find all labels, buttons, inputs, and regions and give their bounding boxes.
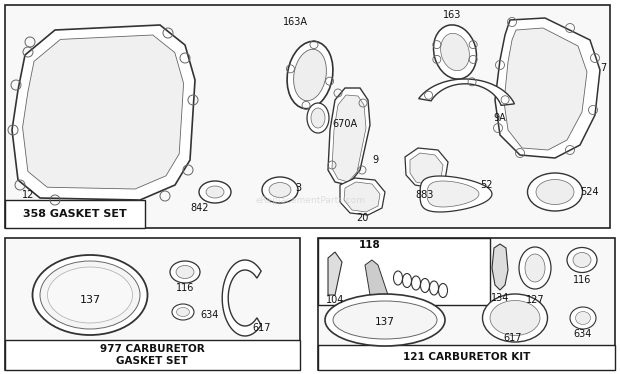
Text: 842: 842	[191, 203, 210, 213]
Bar	[5, 238, 300, 370]
Text: 104: 104	[326, 295, 344, 305]
Text: 9A: 9A	[493, 113, 506, 123]
Text: 20: 20	[356, 213, 368, 223]
Ellipse shape	[570, 307, 596, 329]
Ellipse shape	[269, 183, 291, 197]
Polygon shape	[344, 182, 380, 212]
Polygon shape	[365, 260, 388, 300]
Polygon shape	[340, 178, 385, 215]
Polygon shape	[328, 88, 370, 185]
Text: 121 CARBURETOR KIT: 121 CARBURETOR KIT	[404, 352, 531, 362]
Polygon shape	[492, 244, 508, 290]
Ellipse shape	[536, 180, 574, 205]
Ellipse shape	[307, 103, 329, 133]
Ellipse shape	[528, 173, 583, 211]
Ellipse shape	[333, 301, 437, 339]
Text: 163: 163	[443, 10, 461, 20]
Ellipse shape	[262, 177, 298, 203]
Text: 358 GASKET SET: 358 GASKET SET	[23, 209, 127, 219]
Ellipse shape	[567, 248, 597, 273]
Polygon shape	[418, 79, 515, 105]
Polygon shape	[22, 35, 184, 189]
Ellipse shape	[575, 312, 590, 325]
Text: 163A: 163A	[283, 17, 308, 27]
Text: 977 CARBURETOR
GASKET SET: 977 CARBURETOR GASKET SET	[100, 344, 205, 366]
Bar	[318, 238, 490, 305]
Text: 670A: 670A	[332, 119, 357, 129]
Text: 617: 617	[253, 323, 272, 333]
Bar	[5, 5, 610, 228]
Text: 134: 134	[491, 293, 509, 303]
Ellipse shape	[573, 252, 591, 267]
Ellipse shape	[311, 108, 325, 128]
Ellipse shape	[40, 261, 140, 329]
Text: 3: 3	[295, 183, 301, 193]
Ellipse shape	[294, 49, 326, 101]
Bar	[5, 200, 145, 228]
Text: 524: 524	[580, 187, 599, 197]
Text: 12: 12	[22, 190, 34, 200]
Ellipse shape	[170, 261, 200, 283]
Ellipse shape	[433, 25, 477, 79]
Ellipse shape	[441, 33, 469, 71]
Text: 634: 634	[574, 329, 592, 339]
Text: 116: 116	[573, 275, 591, 285]
Polygon shape	[222, 260, 261, 336]
Ellipse shape	[199, 181, 231, 203]
Text: 7: 7	[600, 63, 606, 73]
Text: 137: 137	[79, 295, 100, 305]
Ellipse shape	[176, 266, 194, 279]
Text: 617: 617	[503, 333, 522, 343]
Polygon shape	[427, 181, 479, 207]
Text: 9: 9	[372, 155, 378, 165]
Ellipse shape	[206, 186, 224, 198]
Text: 116: 116	[176, 283, 194, 293]
Ellipse shape	[325, 294, 445, 346]
Bar	[5, 340, 300, 370]
Bar	[318, 345, 615, 370]
Ellipse shape	[482, 294, 547, 342]
Text: 118: 118	[359, 240, 381, 250]
Text: 127: 127	[526, 295, 544, 305]
Bar	[318, 238, 615, 370]
Ellipse shape	[32, 255, 148, 335]
Polygon shape	[410, 153, 443, 185]
Ellipse shape	[177, 307, 190, 316]
Ellipse shape	[519, 247, 551, 289]
Polygon shape	[420, 176, 492, 212]
Text: eReplacementParts.com: eReplacementParts.com	[255, 196, 365, 205]
Polygon shape	[495, 18, 600, 158]
Polygon shape	[332, 95, 366, 182]
Ellipse shape	[525, 254, 545, 282]
Ellipse shape	[490, 300, 540, 335]
Ellipse shape	[172, 304, 194, 320]
Polygon shape	[328, 252, 342, 295]
Text: 634: 634	[200, 310, 218, 320]
Polygon shape	[12, 25, 195, 200]
Ellipse shape	[287, 41, 333, 109]
Text: 52: 52	[480, 180, 492, 190]
Polygon shape	[504, 28, 587, 150]
Ellipse shape	[48, 267, 133, 323]
Text: 883: 883	[416, 190, 434, 200]
Text: 137: 137	[375, 317, 395, 327]
Polygon shape	[405, 148, 448, 188]
